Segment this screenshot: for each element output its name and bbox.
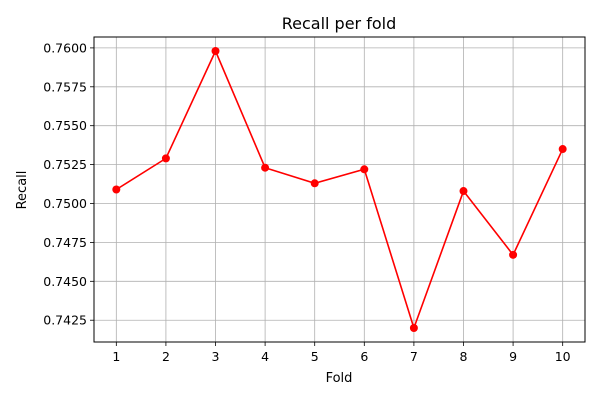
- x-tick-label: 2: [162, 349, 170, 364]
- y-tick-label: 0.7600: [43, 40, 87, 55]
- y-tick-label: 0.7500: [43, 196, 87, 211]
- plot-frame: [93, 36, 586, 343]
- x-tick-label: 5: [311, 349, 319, 364]
- data-point-fold-5: [310, 179, 319, 188]
- x-tick-label: 1: [112, 349, 120, 364]
- y-axis-ticks: 0.7425 0.7450 0.7475 0.7500 0.7525 0.7550 0.75…: [43, 40, 94, 328]
- y-tick-label: 0.7550: [43, 118, 87, 133]
- x-axis-label: Fold: [326, 371, 353, 386]
- grid-lines: [94, 37, 585, 342]
- x-tick-label: 10: [555, 349, 571, 364]
- x-tick-label: 4: [261, 349, 269, 364]
- chart-title: Recall per fold: [282, 14, 397, 33]
- x-tick-label: 3: [212, 349, 220, 364]
- y-tick-label: 0.7575: [43, 79, 87, 94]
- x-axis-ticks: 1 2 3 4 5 6 7 8 9 10: [112, 342, 571, 364]
- data-point-fold-10: [558, 145, 567, 154]
- data-point-fold-1: [112, 185, 121, 194]
- data-point-fold-8: [459, 187, 468, 196]
- data-point-fold-2: [161, 154, 170, 163]
- data-point-fold-4: [261, 163, 270, 172]
- series-group: [112, 47, 567, 332]
- y-tick-label: 0.7475: [43, 235, 87, 250]
- x-tick-label: 9: [509, 349, 517, 364]
- x-tick-label: 6: [360, 349, 368, 364]
- x-tick-label: 7: [410, 349, 418, 364]
- data-point-fold-6: [360, 165, 369, 174]
- data-point-fold-7: [409, 323, 418, 332]
- y-tick-label: 0.7525: [43, 157, 87, 172]
- data-point-fold-9: [509, 250, 518, 259]
- series-line: [115, 49, 564, 331]
- y-tick-label: 0.7425: [43, 313, 87, 328]
- data-point-fold-3: [211, 47, 220, 56]
- y-tick-label: 0.7450: [43, 274, 87, 289]
- y-axis-label: Recall: [15, 171, 30, 210]
- x-tick-label: 8: [460, 349, 468, 364]
